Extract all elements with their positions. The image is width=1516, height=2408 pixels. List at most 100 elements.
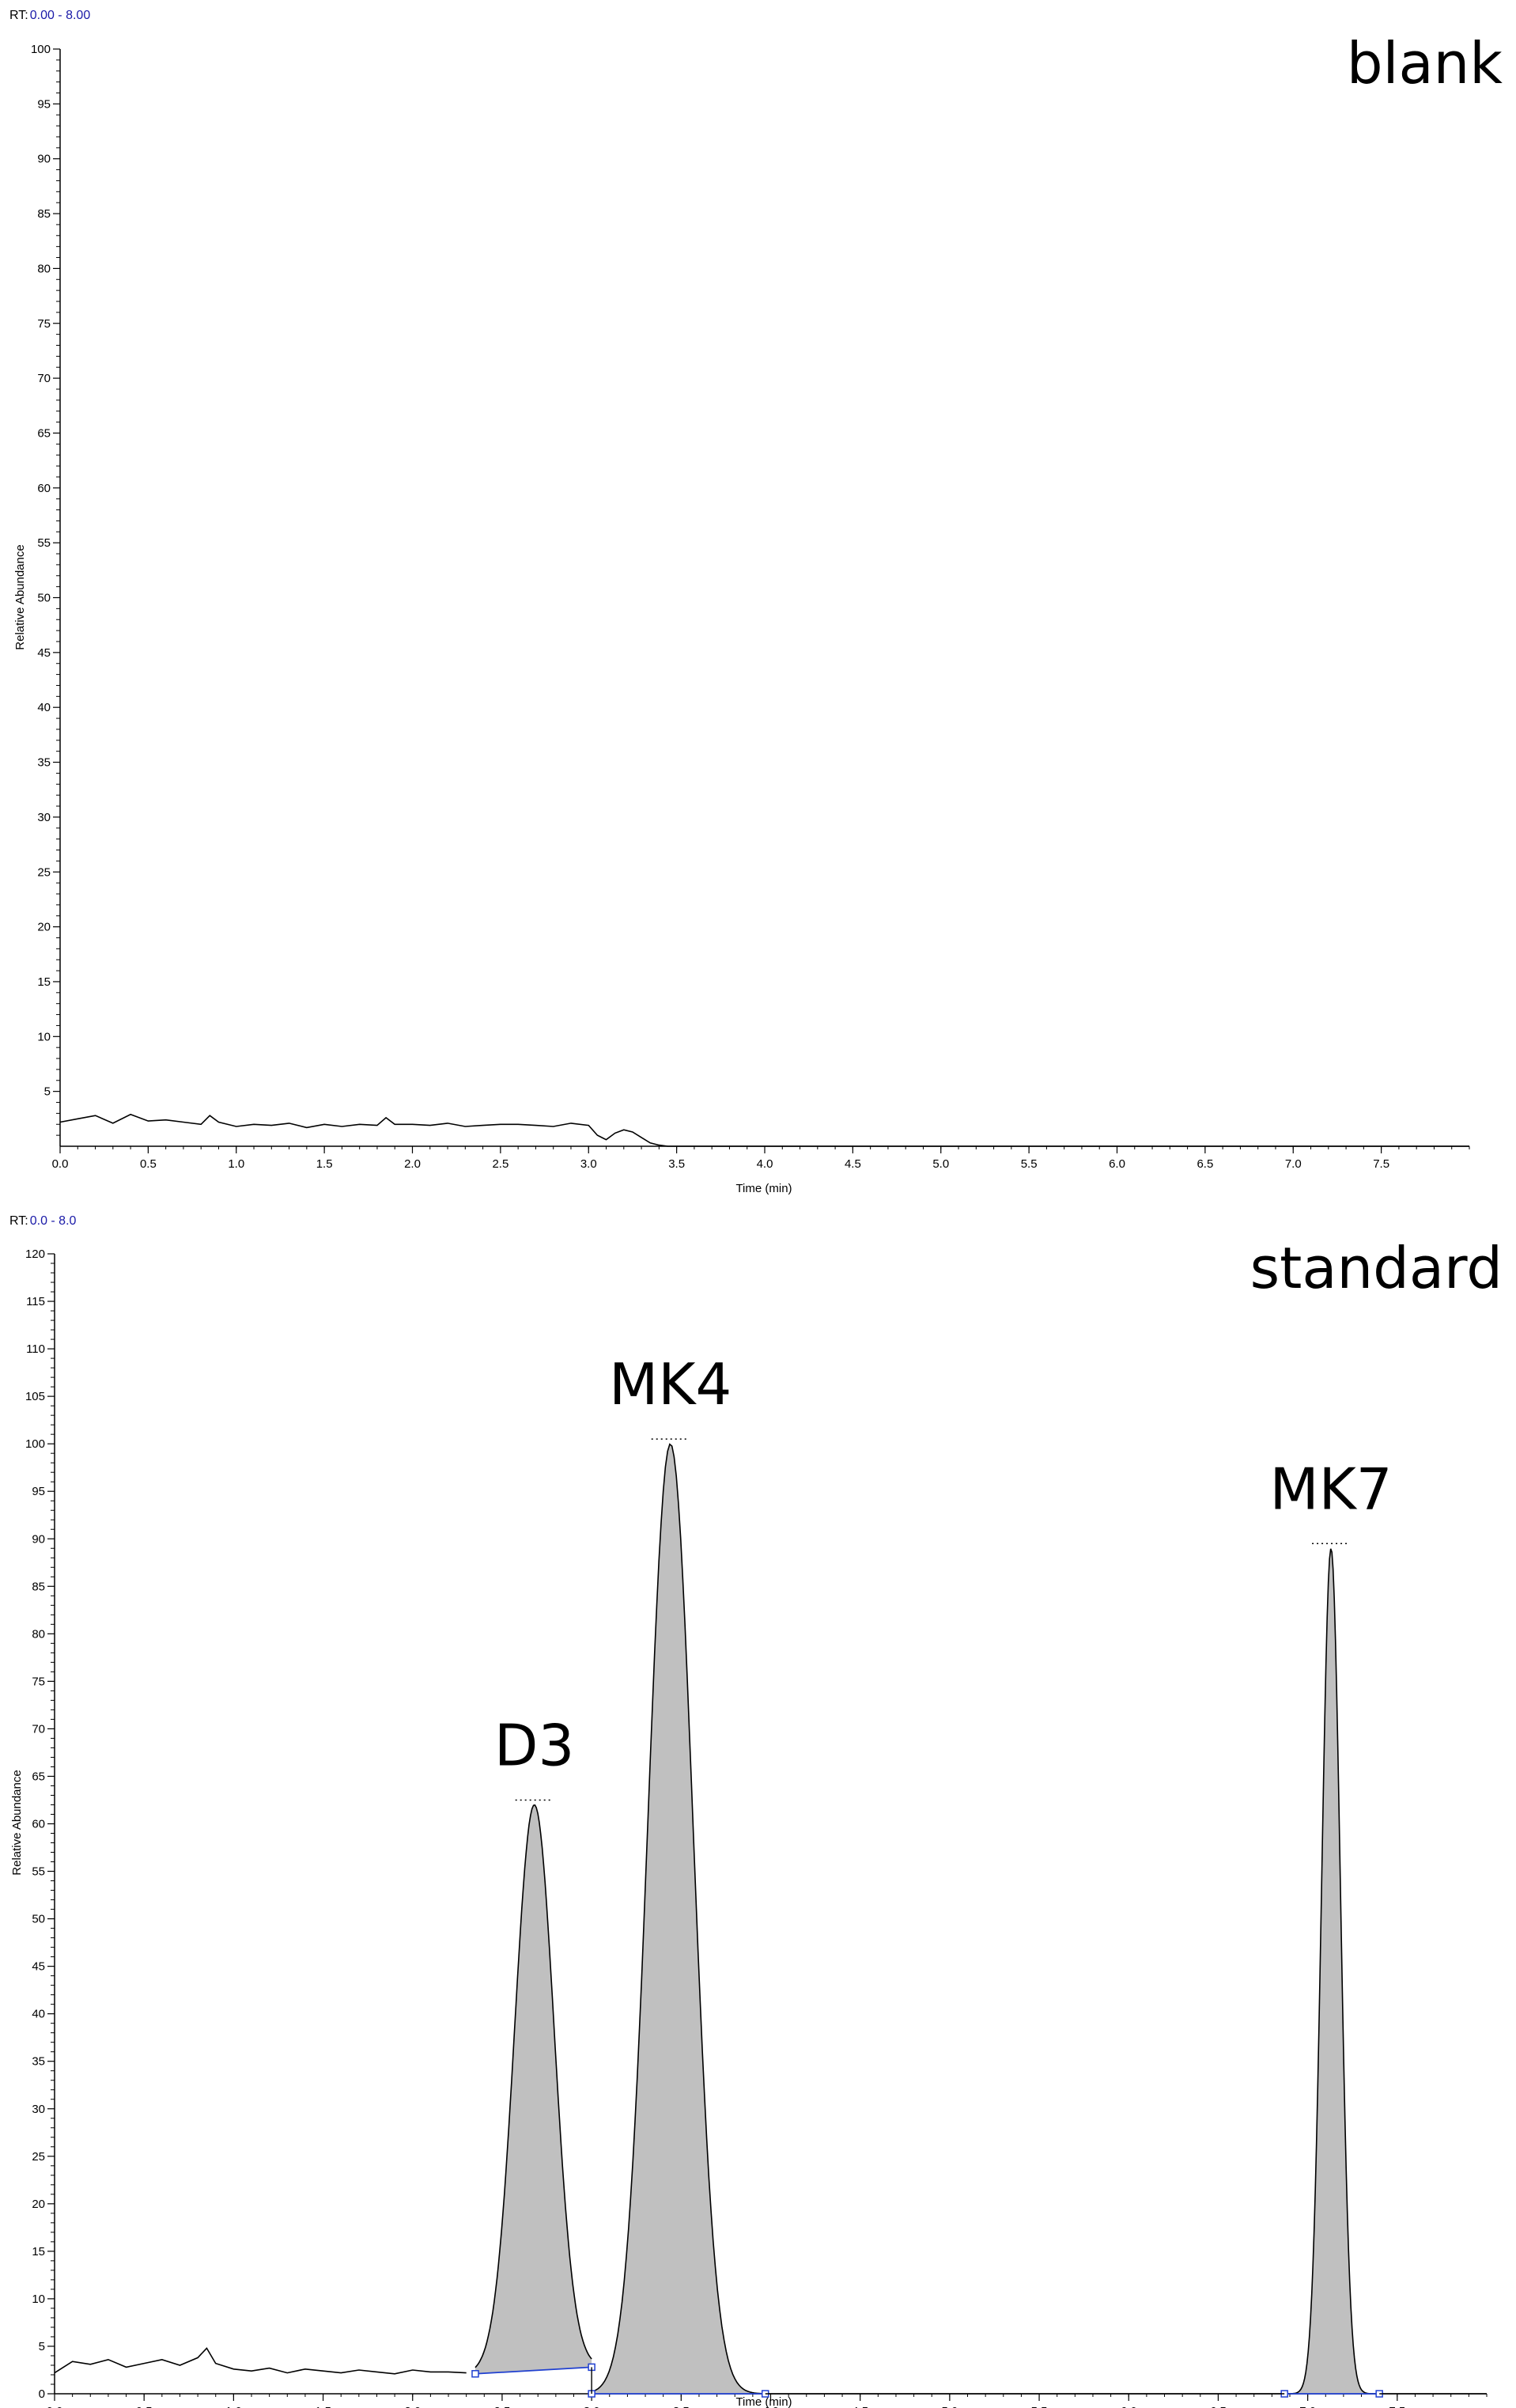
x-tick-label: 6.5 [1197, 1157, 1213, 1171]
y-tick-label: 105 [25, 1390, 45, 1403]
standard-x-axis-label: Time (min) [735, 2395, 792, 2408]
x-tick-label: 4.5 [845, 1157, 861, 1171]
y-tick-label: 40 [37, 701, 51, 714]
standard-title: standard [1250, 1235, 1503, 1301]
blank-panel: RT: 0.00 - 8.00 blank Relative Abundance … [9, 9, 1503, 1195]
baseline-marker [471, 2370, 479, 2378]
y-tick-label: 55 [37, 536, 51, 550]
blank-x-axis-label: Time (min) [735, 1182, 792, 1195]
y-tick-label: 115 [26, 1295, 45, 1308]
y-tick-label: 30 [37, 811, 51, 824]
y-tick-label: 25 [32, 2150, 45, 2164]
blank-y-ticks: 5 10 15 20 25 30 35 40 45 50 55 60 65 70 75 80 85 90 95 100 [31, 43, 60, 1136]
y-tick-label: 10 [32, 2293, 45, 2306]
y-tick-label: 120 [25, 1248, 45, 1261]
y-tick-label: 20 [32, 2198, 45, 2211]
y-tick-label: 5 [39, 2340, 45, 2353]
x-tick-label: 1.5 [315, 2405, 331, 2408]
y-tick-label: 40 [32, 2008, 45, 2021]
standard-x-ticks: 0.0 0.5 1.0 1.5 2.0 2.5 3.0 3.5 4.0 4.5 5.0 5.5 6.0 6… [47, 2394, 1488, 2408]
peak-outline-mk4 [591, 1443, 766, 2395]
x-tick-label: 6.5 [1210, 2405, 1227, 2408]
standard-panel: RT: 0.0 - 8.0 standard Relative Abundance… [9, 1214, 1503, 2408]
y-tick-label: 45 [37, 646, 51, 660]
y-tick-label: 0 [39, 2387, 45, 2401]
peak-label-d3: D3 [494, 1712, 574, 1778]
x-tick-label: 5.0 [932, 1157, 949, 1171]
y-tick-label: 55 [32, 1865, 45, 1879]
x-tick-label: 2.5 [494, 2405, 511, 2408]
x-tick-label: 7.0 [1285, 1157, 1302, 1171]
standard-rt-label: RT: 0.0 - 8.0 [9, 1214, 77, 1228]
x-tick-label: 1.0 [228, 1157, 244, 1171]
x-tick-label: 3.0 [580, 1157, 597, 1171]
x-tick-label: 5.5 [1031, 2405, 1048, 2408]
blank-x-ticks: 0.0 0.5 1.0 1.5 2.0 2.5 3.0 3.5 4.0 4.5 5.0 5.5 6.0 6… [52, 1146, 1470, 1171]
x-tick-label: 2.0 [404, 1157, 421, 1171]
y-tick-label: 110 [26, 1342, 45, 1356]
x-tick-label: 4.5 [852, 2405, 868, 2408]
x-tick-label: 4.0 [757, 1157, 773, 1171]
blank-title: blank [1347, 30, 1503, 97]
y-tick-label: 60 [37, 482, 51, 495]
x-tick-label: 5.0 [941, 2405, 958, 2408]
y-tick-label: 10 [37, 1030, 51, 1043]
y-tick-label: 90 [32, 1532, 45, 1546]
blank-y-axis-label: Relative Abundance [13, 544, 27, 649]
blank-rt-label: RT: 0.00 - 8.00 [9, 9, 90, 22]
standard-y-axis-label: Relative Abundance [10, 1770, 24, 1875]
y-tick-label: 70 [37, 372, 51, 385]
y-tick-label: 75 [32, 1675, 45, 1688]
peak-area-mk4 [592, 1444, 766, 2394]
peak-outline-mk7 [1284, 1548, 1380, 2395]
x-tick-label: 7.5 [1389, 2405, 1405, 2408]
y-tick-label: 5 [44, 1085, 51, 1099]
x-tick-label: 3.5 [668, 1157, 685, 1171]
x-tick-label: 2.0 [404, 2405, 421, 2408]
x-tick-label: 7.0 [1299, 2405, 1316, 2408]
standard-baseline-noise [54, 2347, 467, 2375]
y-tick-label: 15 [32, 2245, 45, 2258]
y-tick-label: 50 [37, 592, 51, 605]
x-tick-label: 7.5 [1373, 1157, 1389, 1171]
y-tick-label: 75 [37, 317, 51, 331]
y-tick-label: 80 [37, 262, 51, 275]
x-tick-label: 6.0 [1121, 2405, 1137, 2408]
y-tick-label: 70 [32, 1722, 45, 1736]
x-tick-label: 3.5 [673, 2405, 690, 2408]
y-tick-label: 60 [32, 1818, 45, 1831]
y-tick-label: 35 [32, 2055, 45, 2069]
peak-area-mk7 [1284, 1548, 1380, 2394]
y-tick-label: 35 [37, 756, 51, 770]
y-tick-label: 85 [37, 207, 51, 221]
x-tick-label: 2.5 [492, 1157, 508, 1171]
y-tick-label: 20 [37, 921, 51, 934]
y-tick-label: 65 [37, 426, 51, 440]
peak-outline-d3 [474, 1804, 592, 2368]
y-tick-label: 25 [37, 865, 51, 879]
x-tick-label: 4.0 [762, 2405, 779, 2408]
peak-area-d3 [475, 1804, 592, 2374]
blank-trace [59, 1113, 1469, 1147]
y-tick-label: 15 [37, 975, 51, 989]
standard-peak-labels: D3 MK4 MK7 [494, 1351, 1393, 1778]
y-tick-label: 90 [37, 153, 51, 166]
x-tick-label: 6.0 [1109, 1157, 1125, 1171]
x-tick-label: 0.0 [52, 1157, 69, 1171]
standard-trace [54, 1438, 1487, 2398]
y-tick-label: 100 [25, 1437, 45, 1451]
y-tick-label: 65 [32, 1770, 45, 1783]
peak-label-mk4: MK4 [609, 1351, 732, 1418]
y-tick-label: 80 [32, 1627, 45, 1641]
y-tick-label: 100 [31, 43, 51, 56]
y-tick-label: 30 [32, 2103, 45, 2116]
x-tick-label: 0.5 [136, 2405, 153, 2408]
standard-y-ticks: 0 5 10 15 20 25 30 35 40 45 50 55 60 65 70 75 80 85 90 95 10… [25, 1248, 55, 2401]
y-tick-label: 50 [32, 1913, 45, 1926]
x-tick-label: 1.5 [316, 1157, 333, 1171]
peak-label-mk7: MK7 [1269, 1456, 1392, 1522]
x-tick-label: 5.5 [1021, 1157, 1038, 1171]
blank-trace-line [59, 1113, 1469, 1147]
